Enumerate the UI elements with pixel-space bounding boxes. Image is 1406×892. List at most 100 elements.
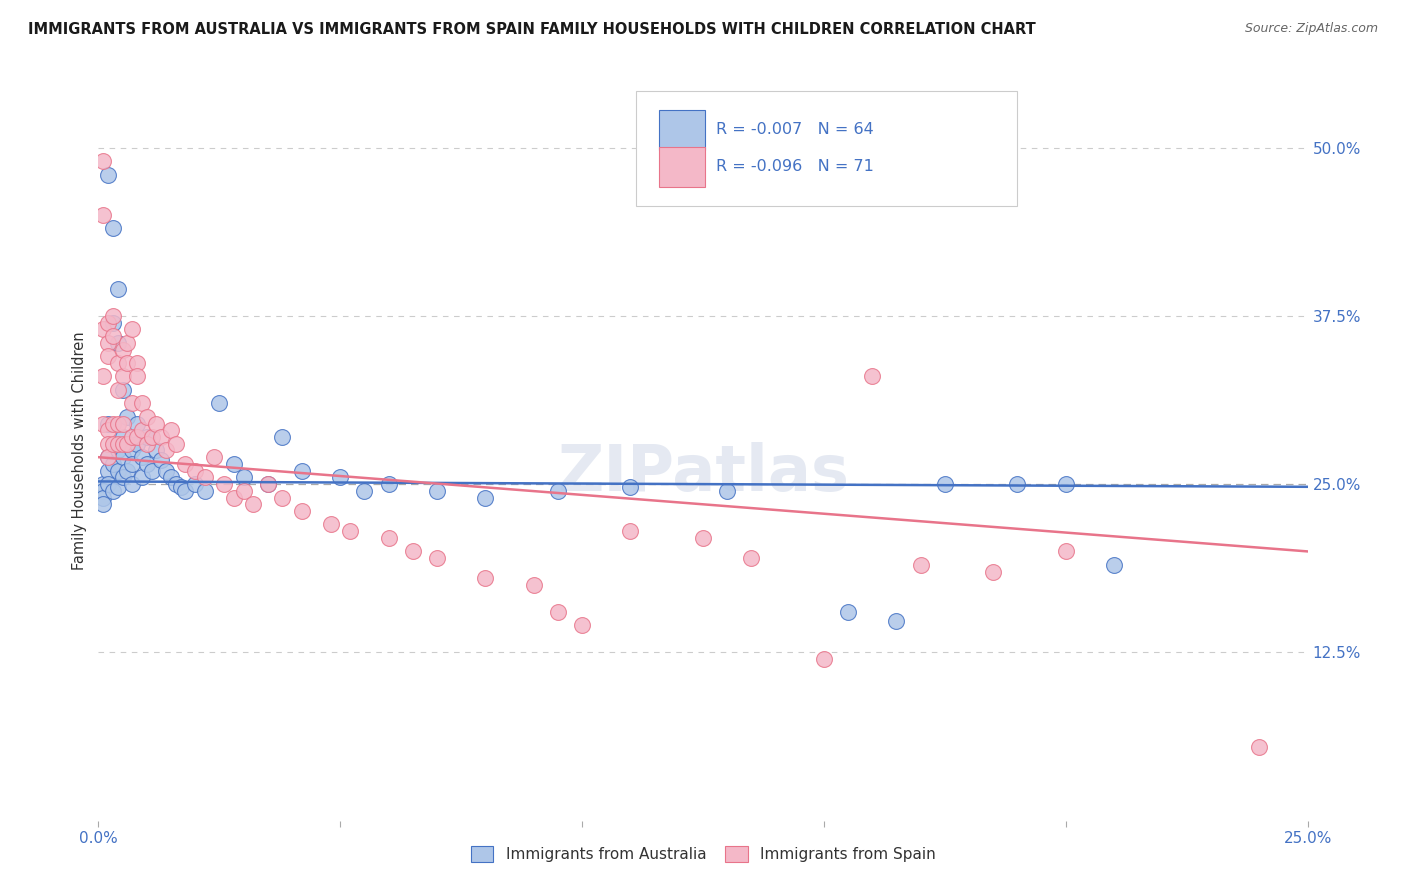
Point: [571, 618, 593, 632]
Point: [716, 483, 738, 498]
Point: [145, 443, 167, 458]
Point: [934, 477, 956, 491]
Point: [184, 464, 207, 478]
Point: [91, 369, 114, 384]
Point: [91, 417, 114, 431]
Point: [135, 409, 157, 424]
Point: [121, 457, 143, 471]
Point: [107, 436, 129, 450]
Y-axis label: Family Households with Children: Family Households with Children: [72, 331, 87, 570]
Point: [107, 443, 129, 458]
Point: [97, 464, 120, 478]
Text: R = -0.007   N = 64: R = -0.007 N = 64: [716, 122, 875, 137]
Point: [692, 531, 714, 545]
Point: [160, 470, 183, 484]
Point: [107, 464, 129, 478]
Point: [91, 477, 114, 491]
Point: [981, 565, 1004, 579]
Point: [886, 615, 908, 629]
Point: [212, 477, 235, 491]
Point: [91, 497, 114, 511]
Point: [426, 483, 449, 498]
Point: [141, 464, 163, 478]
Point: [165, 477, 187, 491]
Point: [290, 464, 312, 478]
Point: [131, 450, 153, 465]
Point: [204, 450, 226, 465]
Point: [402, 544, 425, 558]
Point: [111, 383, 134, 397]
Text: ZIPatlas: ZIPatlas: [557, 442, 849, 504]
Point: [145, 417, 167, 431]
Point: [117, 464, 139, 478]
Point: [1054, 477, 1077, 491]
Point: [837, 605, 859, 619]
Point: [290, 504, 312, 518]
Point: [91, 154, 114, 169]
Point: [127, 369, 149, 384]
Point: [523, 578, 546, 592]
Point: [222, 491, 245, 505]
Point: [97, 335, 120, 350]
Point: [426, 551, 449, 566]
Text: R = -0.096   N = 71: R = -0.096 N = 71: [716, 160, 875, 175]
Point: [174, 483, 197, 498]
Point: [91, 208, 114, 222]
Point: [97, 450, 120, 465]
Point: [1102, 558, 1125, 572]
Point: [194, 470, 217, 484]
Point: [97, 316, 120, 330]
Point: [101, 316, 124, 330]
Text: IMMIGRANTS FROM AUSTRALIA VS IMMIGRANTS FROM SPAIN FAMILY HOUSEHOLDS WITH CHILDR: IMMIGRANTS FROM AUSTRALIA VS IMMIGRANTS …: [28, 22, 1036, 37]
Point: [619, 480, 641, 494]
Point: [97, 477, 120, 491]
Point: [860, 369, 883, 384]
Point: [127, 417, 149, 431]
Point: [339, 524, 361, 539]
Point: [547, 605, 569, 619]
Point: [91, 491, 114, 505]
Point: [141, 430, 163, 444]
Point: [101, 457, 124, 471]
Point: [131, 423, 153, 437]
Point: [127, 356, 149, 370]
Point: [1007, 477, 1029, 491]
Point: [111, 470, 134, 484]
Point: [222, 457, 245, 471]
Point: [107, 480, 129, 494]
Point: [101, 483, 124, 498]
Point: [127, 436, 149, 450]
FancyBboxPatch shape: [637, 91, 1018, 206]
Point: [101, 417, 124, 431]
Point: [740, 551, 762, 566]
Point: [329, 470, 352, 484]
Point: [155, 443, 177, 458]
Point: [101, 436, 124, 450]
Point: [131, 470, 153, 484]
Point: [127, 430, 149, 444]
Point: [165, 436, 187, 450]
Point: [97, 349, 120, 363]
Point: [121, 477, 143, 491]
Point: [91, 483, 114, 498]
Point: [117, 356, 139, 370]
Point: [135, 436, 157, 450]
Point: [107, 282, 129, 296]
Point: [107, 383, 129, 397]
Point: [117, 335, 139, 350]
Point: [135, 457, 157, 471]
Point: [111, 450, 134, 465]
Legend: Immigrants from Australia, Immigrants from Spain: Immigrants from Australia, Immigrants fr…: [464, 840, 942, 869]
Point: [97, 423, 120, 437]
Point: [121, 443, 143, 458]
FancyBboxPatch shape: [659, 147, 706, 187]
Point: [174, 457, 197, 471]
Point: [97, 450, 120, 465]
Point: [160, 423, 183, 437]
Point: [107, 335, 129, 350]
Point: [121, 322, 143, 336]
FancyBboxPatch shape: [659, 110, 706, 150]
Point: [150, 430, 173, 444]
Point: [169, 480, 191, 494]
Point: [242, 497, 264, 511]
